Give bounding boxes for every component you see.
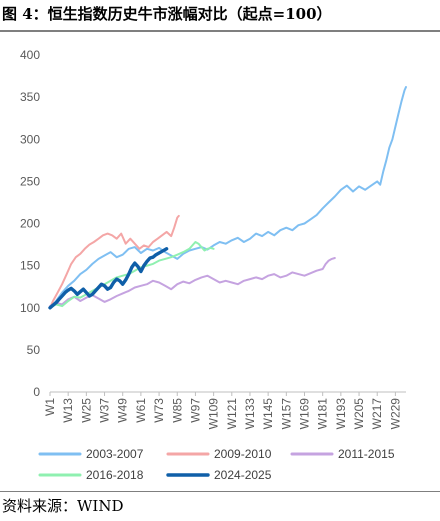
x-tick-label: W205 <box>352 398 366 430</box>
x-tick-label: W25 <box>79 398 93 423</box>
x-tick-label: W13 <box>61 398 75 423</box>
y-tick-label: 100 <box>20 301 40 315</box>
x-tick-label: W97 <box>188 398 202 423</box>
x-tick-label: W169 <box>298 398 312 430</box>
y-tick-label: 200 <box>20 217 40 231</box>
x-tick-label: W157 <box>279 398 293 430</box>
x-tick-label: W229 <box>388 398 402 430</box>
x-tick-label: W217 <box>370 398 384 430</box>
source-divider <box>0 491 440 492</box>
legend-label: 2003-2007 <box>86 447 144 461</box>
legend-label: 2024-2025 <box>214 468 272 482</box>
figure-title: 图 4：恒生指数历史牛市涨幅对比（起点=100） <box>2 5 332 23</box>
legend-label: 2016-2018 <box>86 468 144 482</box>
source-note: 资料来源：WIND <box>2 497 124 515</box>
x-tick-label: W49 <box>116 398 130 423</box>
x-tick-label: W109 <box>207 398 221 430</box>
title-divider <box>0 30 440 32</box>
series-line <box>49 86 407 309</box>
y-tick-label: 150 <box>20 259 40 273</box>
y-tick-label: 300 <box>20 132 40 146</box>
chart-legend: 2003-2007 2009-2010 2011-2015 2016-2018 2024… <box>38 447 395 482</box>
series-line <box>49 257 336 308</box>
x-tick-label: W73 <box>152 398 166 423</box>
series-line <box>49 214 180 309</box>
x-tick-label: W1 <box>43 398 57 416</box>
legend-label: 2009-2010 <box>214 447 272 461</box>
legend-label: 2011-2015 <box>338 447 395 461</box>
y-tick-label: 0 <box>33 385 40 399</box>
y-tick-label: 400 <box>20 48 40 62</box>
chart-axes: 0 50 100 150 200 250 300 350 400 W1 W13 W25 W37 W49 W6… <box>20 48 406 429</box>
series-line <box>48 247 169 310</box>
x-tick-label: W181 <box>316 398 330 430</box>
x-tick-label: W193 <box>334 398 348 430</box>
x-tick-label: W145 <box>261 398 275 430</box>
x-tick-label: W37 <box>98 398 112 423</box>
chart-series <box>48 86 407 310</box>
line-chart: 0 50 100 150 200 250 300 350 400 W1 W13 W25 W37 W49 W6… <box>20 48 407 482</box>
x-tick-label: W85 <box>170 398 184 423</box>
y-tick-label: 250 <box>20 174 40 188</box>
y-tick-label: 50 <box>27 343 41 357</box>
y-tick-label: 350 <box>20 90 40 104</box>
x-tick-label: W121 <box>225 398 239 430</box>
x-tick-label: W133 <box>243 398 257 430</box>
x-tick-label: W61 <box>134 398 148 423</box>
